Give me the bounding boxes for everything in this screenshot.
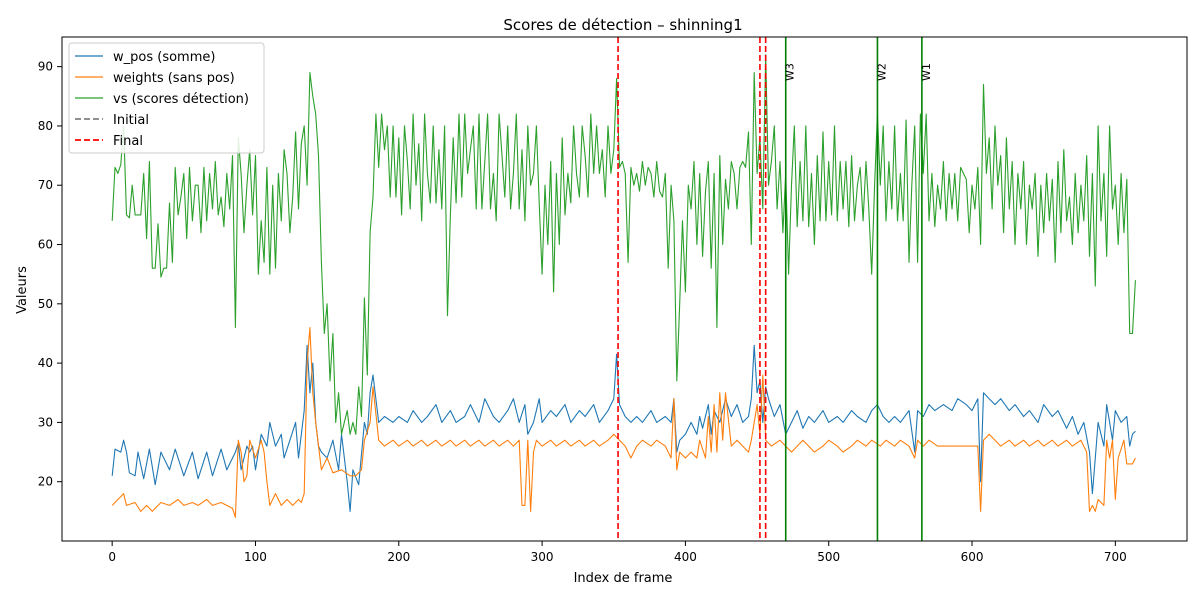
x-tick-label-100: 100 xyxy=(244,550,267,564)
y-tick-label-30: 30 xyxy=(38,415,53,429)
legend: w_pos (somme) weights (sans pos) vs (score… xyxy=(68,42,265,154)
y-tick-label-80: 80 xyxy=(38,119,53,133)
legend-label-4: Initial xyxy=(113,113,149,128)
vertical-marker-label-w2: W2 xyxy=(875,63,888,81)
y-tick-label-50: 50 xyxy=(38,297,53,311)
y-tick-label-90: 90 xyxy=(38,60,53,74)
x-tick-label-0: 0 xyxy=(108,550,116,564)
y-tick-label-60: 60 xyxy=(38,238,53,252)
series-group xyxy=(111,54,1136,518)
y-tick-label-20: 20 xyxy=(38,475,53,489)
series-line-3 xyxy=(111,54,1136,435)
vertical-marker-label-w3: W3 xyxy=(784,63,797,81)
series-line-1 xyxy=(111,344,1136,512)
legend-label-2: weights (sans pos) xyxy=(113,71,235,86)
vertical-marker-label-w1: W1 xyxy=(920,63,933,81)
x-tick-label-400: 400 xyxy=(674,550,697,564)
chart-title: Scores de détection – shinning1 xyxy=(503,16,742,34)
x-tick-label-300: 300 xyxy=(531,550,554,564)
x-tick-label-700: 700 xyxy=(1104,550,1127,564)
plot-area: W3 W2 W1 xyxy=(111,37,1136,541)
series-line-2 xyxy=(111,326,1136,518)
plot-frame xyxy=(61,36,1188,542)
legend-box xyxy=(68,42,265,154)
x-axis-label: Index de frame xyxy=(574,571,673,586)
legend-label-3: vs (scores détection) xyxy=(113,92,249,107)
x-tick-label-600: 600 xyxy=(961,550,984,564)
x-tick-label-200: 200 xyxy=(387,550,410,564)
x-tick-label-500: 500 xyxy=(817,550,840,564)
legend-label-5: Final xyxy=(113,134,143,149)
y-tick-label-40: 40 xyxy=(38,356,53,370)
legend-label-1: w_pos (somme) xyxy=(113,50,215,65)
y-axis-label: Valeurs xyxy=(15,266,30,314)
axes: 0 100 200 300 400 500 600 700 20 30 40 50 60 70 80 90 xyxy=(38,60,1127,564)
y-tick-label-70: 70 xyxy=(38,178,53,192)
